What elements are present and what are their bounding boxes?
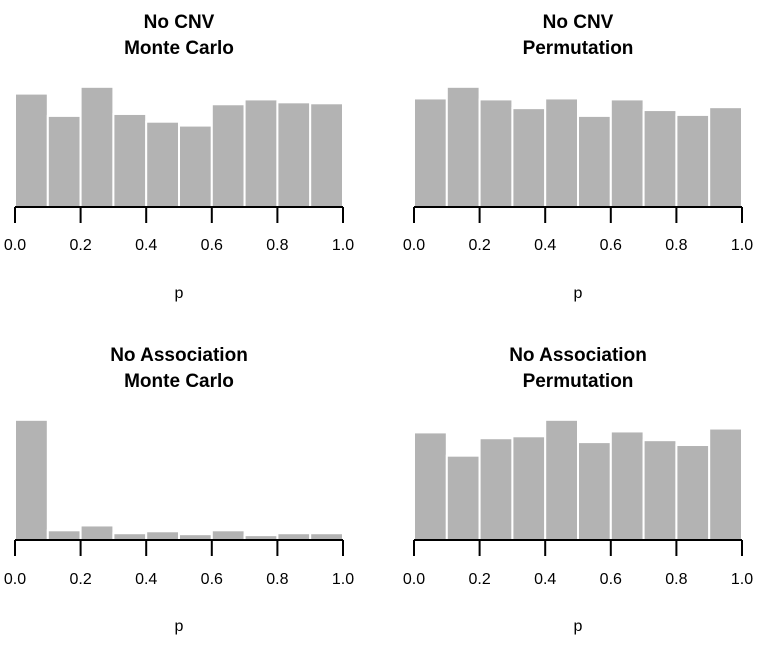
- x-tick-label: 0.0: [403, 571, 425, 588]
- histogram-bar: [309, 532, 345, 542]
- histogram-bar: [445, 85, 481, 208]
- x-tick-label: 0.6: [600, 571, 622, 588]
- x-axis-label: p: [574, 285, 583, 302]
- histogram-bar: [478, 98, 514, 208]
- x-tick-label: 0.2: [468, 571, 490, 588]
- x-tick-label: 0.2: [468, 237, 490, 254]
- histogram-bar: [511, 107, 547, 208]
- chart-title: Permutation: [523, 371, 634, 392]
- x-axis-label: p: [574, 618, 583, 635]
- histogram-bar: [145, 120, 180, 208]
- histogram-bar: [243, 98, 279, 208]
- histogram-bar: [276, 101, 312, 208]
- x-tick-label: 1.0: [332, 237, 354, 254]
- histogram-bar: [14, 418, 49, 542]
- chart-title: No CNV: [144, 12, 215, 33]
- x-tick-label: 0.0: [403, 237, 425, 254]
- x-tick-label: 0.4: [135, 237, 157, 254]
- histogram-bar: [79, 85, 115, 208]
- histogram-bar: [210, 529, 246, 541]
- histogram-bar: [544, 418, 580, 542]
- histogram-bar: [46, 114, 82, 208]
- x-tick-label: 0.6: [201, 237, 223, 254]
- histogram-bar: [675, 113, 711, 208]
- histogram-bar: [46, 529, 82, 541]
- histogram-bar: [544, 97, 580, 208]
- histogram-bar: [478, 437, 514, 542]
- histogram-panel: No CNV Monte Carlo 0.0 0.2 0.4 0.6 0.8 1.0 p: [4, 12, 354, 302]
- histogram-bar: [413, 97, 448, 208]
- x-tick-label: 0.8: [665, 571, 687, 588]
- x-tick-label: 0.8: [266, 571, 288, 588]
- histogram-bar: [210, 103, 246, 208]
- histogram-bar: [112, 532, 148, 542]
- histogram-panel: No CNV Permutation 0.0 0.2 0.4 0.6 0.8 1.0 p: [403, 12, 753, 302]
- histogram-bar: [511, 435, 547, 541]
- histogram-bar: [642, 109, 678, 208]
- histogram-panel: No Association Monte Carlo 0.0 0.2 0.4 0.6 0.8…: [4, 345, 354, 635]
- x-tick-label: 0.4: [135, 571, 157, 588]
- x-tick-label: 0.6: [600, 237, 622, 254]
- histogram-bar: [708, 427, 744, 541]
- histogram-bar: [609, 430, 645, 542]
- x-tick-label: 0.2: [69, 571, 91, 588]
- x-axis-label: p: [175, 285, 184, 302]
- x-tick-label: 1.0: [731, 571, 753, 588]
- chart-title: Monte Carlo: [124, 38, 234, 59]
- histogram-bar: [178, 124, 213, 208]
- x-tick-label: 0.4: [534, 237, 556, 254]
- histogram-bar: [609, 98, 645, 208]
- x-tick-label: 1.0: [731, 237, 753, 254]
- histogram-panel: No Association Permutation 0.0 0.2 0.4 0.6 0.8…: [403, 345, 753, 635]
- histogram-bar: [642, 439, 678, 541]
- histogram-bar: [675, 444, 711, 541]
- x-tick-label: 1.0: [332, 571, 354, 588]
- chart-title: No Association: [509, 345, 647, 366]
- x-tick-label: 0.6: [201, 571, 223, 588]
- chart-title: No CNV: [543, 12, 614, 33]
- histogram-bar: [276, 532, 312, 542]
- x-tick-label: 0.8: [665, 237, 687, 254]
- histogram-bar: [79, 524, 115, 542]
- chart-title: Permutation: [523, 38, 634, 59]
- histogram-bar: [413, 431, 448, 541]
- histogram-bar: [14, 92, 49, 208]
- histogram-bar: [309, 102, 345, 208]
- x-tick-label: 0.0: [4, 237, 26, 254]
- histogram-bar: [577, 114, 612, 208]
- x-tick-label: 0.8: [266, 237, 288, 254]
- histogram-bar: [708, 106, 744, 208]
- histogram-bar: [577, 441, 612, 542]
- x-tick-label: 0.0: [4, 571, 26, 588]
- histogram-bar: [445, 454, 481, 541]
- chart-title: No Association: [110, 345, 248, 366]
- histogram-bar: [145, 530, 180, 541]
- x-tick-label: 0.4: [534, 571, 556, 588]
- x-axis-label: p: [175, 618, 184, 635]
- x-tick-label: 0.2: [69, 237, 91, 254]
- chart-title: Monte Carlo: [124, 371, 234, 392]
- histogram-bar: [112, 112, 148, 208]
